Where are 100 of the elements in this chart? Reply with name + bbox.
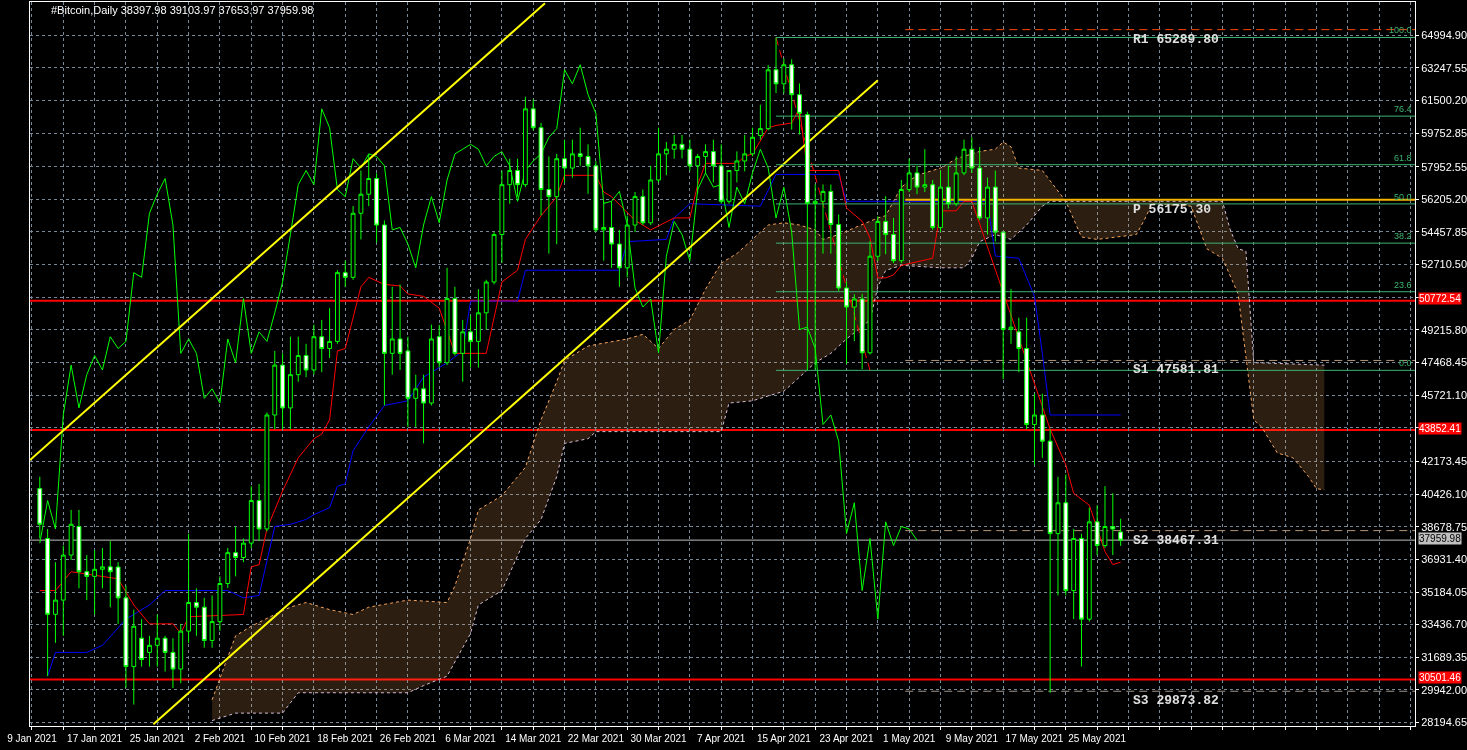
y-tick-label: 29942.00 [1421, 683, 1467, 696]
candlestick [804, 111, 810, 371]
candlestick [577, 127, 583, 167]
series-label: 23.6 [1394, 280, 1412, 290]
candlestick [836, 213, 842, 292]
candlestick [280, 352, 286, 430]
candlestick [303, 343, 309, 378]
candlestick [241, 537, 246, 563]
series-label: 0.0 [1399, 358, 1412, 368]
candlestick [656, 127, 661, 183]
x-tick-label: 1 May 2021 [883, 733, 936, 744]
candlestick [436, 324, 442, 369]
candlestick [945, 165, 951, 210]
candlestick [1094, 504, 1100, 556]
candlestick [311, 324, 317, 376]
candlestick [891, 217, 896, 264]
ref-line-label: 37959.98 [1419, 533, 1462, 544]
x-tick-label: 17 May 2021 [1005, 733, 1064, 744]
candlestick [703, 143, 708, 174]
candlestick [773, 36, 779, 94]
line-series [39, 64, 918, 620]
candlestick [938, 169, 943, 233]
candlestick [985, 177, 990, 236]
y-tick-label: 36931.40 [1421, 553, 1467, 566]
candlestick [593, 160, 599, 233]
candlestick [319, 319, 325, 373]
x-tick-label: 9 May 2021 [945, 733, 999, 744]
candlestick [1063, 473, 1069, 596]
candlestick [468, 314, 473, 369]
candlestick [1110, 492, 1116, 556]
candlestick [186, 533, 192, 644]
candlestick [851, 293, 857, 342]
candlestick [648, 165, 654, 226]
candlestick [178, 623, 184, 684]
candlestick [374, 172, 379, 243]
candlestick [264, 411, 270, 532]
x-tick-label: 7 Apr 2021 [697, 733, 746, 744]
candlestick [797, 82, 802, 136]
candlestick [1071, 528, 1077, 620]
candlestick [812, 183, 818, 370]
candlestick [765, 64, 771, 131]
candlestick [687, 139, 693, 171]
candlestick [248, 485, 254, 549]
candlestick [154, 613, 160, 668]
chart-title: #Bitcoin,Daily 38397.98 39103.97 37653.97 37959.98 [51, 3, 314, 16]
candlestick [444, 267, 450, 366]
line-series [47, 173, 1122, 677]
candlestick [726, 169, 732, 205]
x-tick-label: 18 Feb 2021 [317, 733, 374, 744]
candlestick [256, 483, 262, 542]
candlestick [335, 269, 340, 345]
y-tick-label: 54457.85 [1421, 225, 1467, 238]
y-tick-label: 45721.10 [1421, 389, 1467, 402]
candlestick [107, 540, 113, 608]
x-tick-label: 2 Feb 2021 [194, 733, 246, 744]
annotation: S3 29873.82 [1133, 693, 1220, 708]
x-tick-label: 30 Mar 2021 [630, 733, 688, 744]
candlestick [475, 288, 481, 369]
candlestick [358, 169, 364, 240]
candlestick [898, 179, 904, 264]
x-tick-label: 23 Apr 2021 [819, 733, 874, 744]
candlestick [507, 158, 513, 205]
candlestick [381, 219, 387, 406]
candlestick [413, 374, 419, 428]
candlestick [68, 509, 74, 561]
candlestick [115, 561, 121, 625]
candlestick [515, 158, 520, 198]
x-tick-label: 17 Jan 2021 [67, 733, 123, 744]
series-label: 61.8 [1394, 153, 1412, 163]
candlestick [123, 585, 129, 689]
candlestick [679, 134, 685, 160]
candlestick [131, 609, 137, 706]
candlestick [930, 179, 936, 231]
x-tick-label: 10 Feb 2021 [254, 733, 312, 744]
y-tick-label: 61500.20 [1421, 94, 1467, 107]
candlestick [460, 319, 466, 383]
candlestick [350, 205, 356, 281]
candlestick [718, 143, 724, 205]
candlestick [233, 526, 239, 577]
candlestick [1118, 518, 1124, 547]
candlestick [288, 336, 293, 430]
candlestick [922, 148, 928, 193]
candlestick [1000, 231, 1006, 380]
candlestick [60, 545, 66, 637]
candlestick [295, 336, 301, 383]
candlestick [624, 215, 630, 278]
candlestick [609, 200, 614, 269]
x-tick-label: 15 Apr 2021 [756, 733, 812, 744]
candlestick [397, 283, 403, 371]
candlestick [546, 155, 552, 255]
candlestick [1016, 317, 1022, 373]
candlestick [616, 229, 622, 288]
y-tick-label: 63247.55 [1421, 61, 1467, 74]
candlestick [844, 280, 849, 365]
candlestick [969, 136, 975, 174]
candlestick [695, 153, 701, 195]
candlestick [961, 139, 967, 176]
candlestick [1102, 485, 1108, 549]
y-tick-label: 38678.75 [1421, 520, 1467, 533]
x-tick-label: 26 Feb 2021 [379, 733, 437, 744]
